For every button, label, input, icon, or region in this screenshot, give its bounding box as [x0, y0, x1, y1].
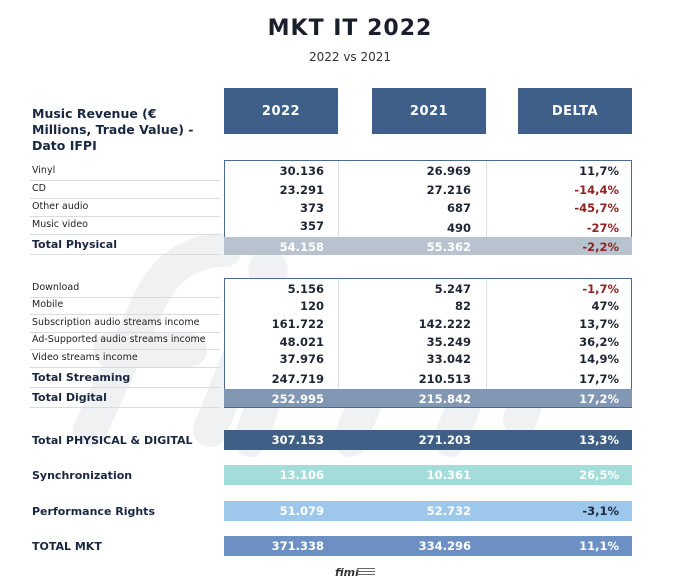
total-physical-2022: 54.158 [279, 240, 324, 254]
performance-rights-2022: 51.079 [279, 504, 324, 518]
total-mkt-2021: 334.296 [418, 539, 471, 553]
total-physical-2021: 55.362 [426, 240, 471, 254]
performance-rights-delta: -3,1% [582, 504, 619, 518]
download-delta: -1,7% [582, 282, 619, 296]
total-streaming-2022: 247.719 [271, 372, 324, 386]
row-divider [30, 332, 220, 333]
row-divider [30, 349, 220, 350]
row-label-download: Download [32, 282, 80, 293]
cd-2022: 23.291 [279, 183, 324, 197]
physical-digital-delta: 13,3% [579, 433, 619, 447]
total-digital-2021: 215.842 [418, 392, 471, 406]
other-audio-2021: 687 [446, 201, 471, 215]
column-divider [338, 279, 339, 389]
ad-supported-delta: 36,2% [579, 335, 619, 349]
row-label-mobile: Mobile [32, 299, 64, 310]
row-label-cd: CD [32, 183, 46, 194]
download-2021: 5.247 [434, 282, 471, 296]
row-label-total-physical: Total Physical [32, 238, 117, 251]
vinyl-2021: 26.969 [426, 164, 471, 178]
digital-section-box [224, 278, 632, 408]
summary-label-physical-digital: Total PHYSICAL & DIGITAL [32, 434, 193, 447]
row-label-total-streaming: Total Streaming [32, 371, 131, 384]
total-mkt-delta: 11,1% [579, 539, 619, 553]
music-video-2022: 357 [299, 219, 324, 233]
summary-label-performance-rights: Performance Rights [32, 505, 155, 518]
ad-supported-2022: 48.021 [279, 335, 324, 349]
physical-digital-2022: 307.153 [271, 433, 324, 447]
page-subtitle: 2022 vs 2021 [308, 50, 392, 64]
table-header-label: Music Revenue (€ Millions, Trade Value) … [32, 106, 194, 153]
row-label-ad-supported: Ad-Supported audio streams income [32, 334, 206, 345]
summary-band-performance-rights [224, 501, 632, 521]
row-label-vinyl: Vinyl [32, 165, 56, 176]
vinyl-delta: 11,7% [579, 164, 619, 178]
total-digital-delta: 17,2% [579, 392, 619, 406]
row-label-video-streams: Video streams income [32, 352, 138, 363]
other-audio-delta: -45,7% [574, 201, 619, 215]
subscription-2021: 142.222 [418, 317, 471, 331]
column-header-2021: 2021 [372, 88, 486, 134]
video-streams-2021: 33.042 [426, 352, 471, 366]
synchronization-2021: 10.361 [426, 468, 471, 482]
column-divider [486, 279, 487, 389]
total-digital-band [224, 389, 632, 407]
column-divider [486, 161, 487, 237]
video-streams-delta: 14,9% [579, 352, 619, 366]
performance-rights-2021: 52.732 [426, 504, 471, 518]
total-streaming-2021: 210.513 [418, 372, 471, 386]
download-2022: 5.156 [287, 282, 324, 296]
synchronization-delta: 26,5% [579, 468, 619, 482]
column-header-delta: DELTA [518, 88, 632, 134]
row-label-total-digital: Total Digital [32, 391, 107, 404]
row-divider [30, 216, 220, 217]
summary-band-physical-digital [224, 430, 632, 450]
footer-logo-lines [357, 568, 375, 577]
total-digital-2022: 252.995 [271, 392, 324, 406]
row-divider [30, 407, 220, 408]
mobile-2021: 82 [454, 299, 471, 313]
row-divider [30, 314, 220, 315]
summary-label-total-mkt: TOTAL MKT [32, 540, 102, 553]
summary-band-total-mkt [224, 536, 632, 556]
total-mkt-2022: 371.338 [271, 539, 324, 553]
total-streaming-delta: 17,7% [579, 372, 619, 386]
music-video-2021: 490 [446, 221, 471, 235]
video-streams-2022: 37.976 [279, 352, 324, 366]
total-physical-delta: -2,2% [582, 240, 619, 254]
summary-band-synchronization [224, 465, 632, 485]
total-physical-band [224, 237, 632, 255]
row-divider [30, 180, 220, 181]
page-title: MKT IT 2022 [267, 16, 433, 41]
row-label-music-video: Music video [32, 219, 88, 230]
column-divider [338, 161, 339, 237]
mobile-2022: 120 [299, 299, 324, 313]
row-divider [30, 297, 220, 298]
subscription-delta: 13,7% [579, 317, 619, 331]
subscription-2022: 161.722 [271, 317, 324, 331]
footer-logo: fimi [335, 566, 359, 579]
row-divider [30, 254, 220, 255]
cd-delta: -14,4% [574, 183, 619, 197]
physical-digital-2021: 271.203 [418, 433, 471, 447]
cd-2021: 27.216 [426, 183, 471, 197]
music-video-delta: -27% [586, 221, 619, 235]
row-divider [30, 387, 220, 388]
row-divider [30, 198, 220, 199]
row-label-other-audio: Other audio [32, 201, 89, 212]
other-audio-2022: 373 [299, 201, 324, 215]
synchronization-2022: 13.106 [279, 468, 324, 482]
mobile-delta: 47% [591, 299, 619, 313]
ad-supported-2021: 35.249 [426, 335, 471, 349]
vinyl-2022: 30.136 [279, 164, 324, 178]
row-divider [30, 367, 220, 368]
row-label-subscription: Subscription audio streams income [32, 317, 200, 328]
column-header-2022: 2022 [224, 88, 338, 134]
row-divider [30, 234, 220, 235]
summary-label-synchronization: Synchronization [32, 469, 133, 482]
